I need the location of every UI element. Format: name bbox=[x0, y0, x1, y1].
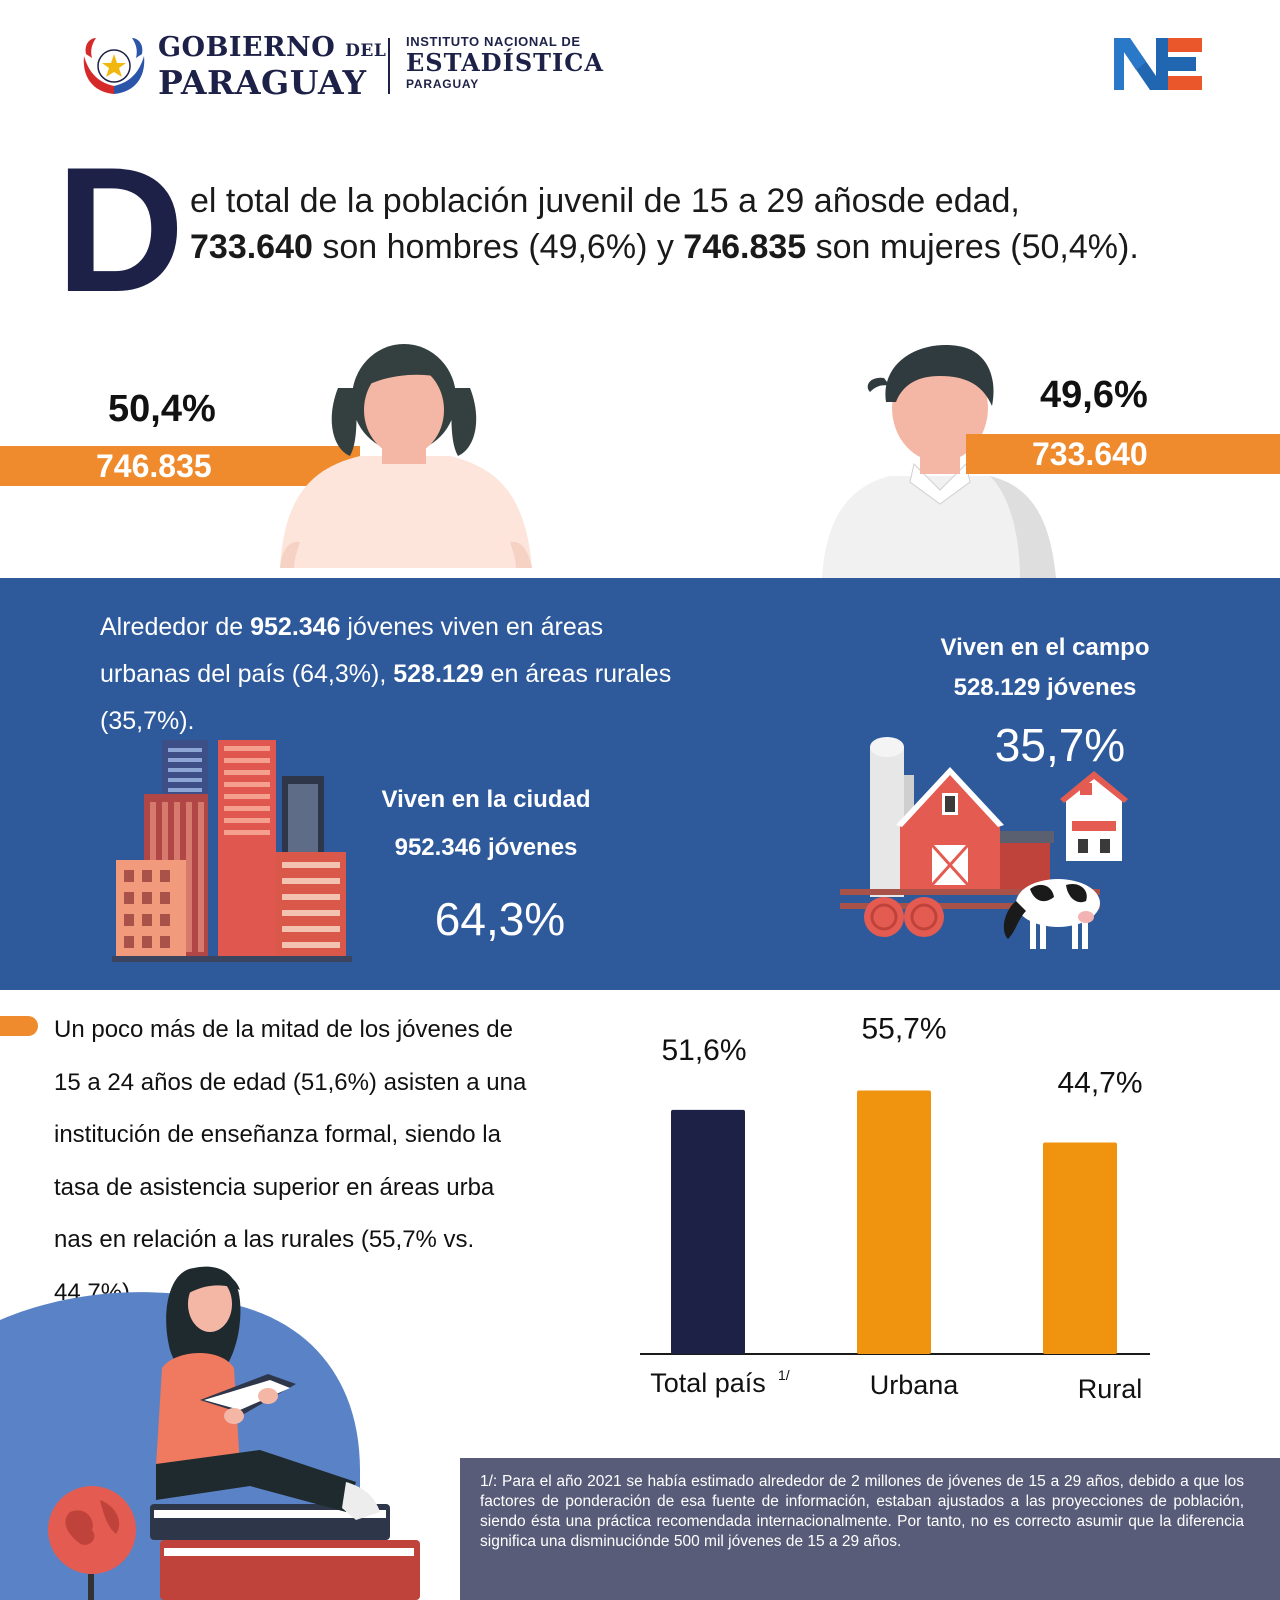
category-superscript: 1/ bbox=[778, 1367, 790, 1383]
residence-pre: Alrededor de bbox=[100, 613, 251, 641]
camp-percentage: 35,7% bbox=[994, 719, 1126, 771]
category-label: Urbana bbox=[870, 1370, 960, 1400]
city-buildings-illustration bbox=[112, 740, 352, 962]
city-title: Viven en la ciudad bbox=[381, 786, 591, 813]
residence-urban-count: 952.346 bbox=[250, 613, 341, 641]
education-line: Un poco más de la mitad de los jóvenes d… bbox=[54, 1016, 513, 1043]
men-bar bbox=[966, 434, 1280, 474]
intro-dropcap: D bbox=[56, 130, 185, 329]
men-percentage: 49,6% bbox=[1040, 374, 1148, 416]
women-count: 746.835 bbox=[96, 448, 212, 484]
ine-line2: ESTADÍSTICA bbox=[406, 48, 604, 77]
bar-total-pa-s bbox=[671, 1109, 745, 1354]
bullet-marker bbox=[0, 1016, 38, 1036]
intro-men-count: 733.640 bbox=[190, 228, 313, 266]
ine-line1: INSTITUTO NACIONAL DE bbox=[406, 34, 581, 49]
ine-logo-icon bbox=[1114, 38, 1202, 90]
category-label: Rural bbox=[1078, 1374, 1143, 1404]
camp-count: 528.129 jóvenes bbox=[953, 674, 1137, 701]
ine-line3: PARAGUAY bbox=[406, 77, 480, 91]
gob-del: DEL bbox=[345, 41, 387, 61]
student-reading-illustration bbox=[0, 1266, 420, 1600]
camp-title: Viven en el campo bbox=[940, 634, 1150, 661]
farm-illustration bbox=[840, 737, 1128, 949]
category-label: Total país bbox=[650, 1368, 766, 1398]
attendance-bar-chart: 51,6% Total país 1/55,7% Urbana 44,7% Rural bbox=[640, 1012, 1150, 1404]
city-percentage: 64,3% bbox=[434, 893, 566, 945]
ine-title: INSTITUTO NACIONAL DE ESTADÍSTICA PARAGU… bbox=[406, 34, 604, 91]
footnote-text: 1/: Para el año 2021 se había estimado a… bbox=[480, 1473, 1244, 1550]
bar-rural bbox=[1043, 1142, 1117, 1354]
city-count: 952.346 jóvenes bbox=[394, 834, 578, 861]
value-label: 44,7% bbox=[1057, 1066, 1142, 1099]
header: GOBIERNO DEL PARAGUAY INSTITUTO NACIONAL… bbox=[0, 0, 1280, 130]
education-line: 15 a 24 años de edad (51,6%) asisten a u… bbox=[54, 1068, 527, 1096]
young-man-illustration bbox=[822, 345, 1056, 578]
residence-mid1: jóvenes viven en áreas urbanas del país … bbox=[100, 613, 604, 688]
value-label: 55,7% bbox=[861, 1012, 946, 1045]
women-percentage: 50,4% bbox=[108, 388, 216, 430]
men-count: 733.640 bbox=[1032, 436, 1148, 472]
paraguay-seal-icon bbox=[83, 38, 145, 94]
footnote-box: 1/: Para el año 2021 se había estimado a… bbox=[460, 1458, 1280, 1600]
education-line: nas en relación a las rurales (55,7% vs. bbox=[54, 1226, 475, 1253]
value-label: 51,6% bbox=[661, 1034, 746, 1067]
header-divider bbox=[388, 38, 390, 94]
bar-urbana bbox=[857, 1090, 931, 1354]
residence-rural-count: 528.129 bbox=[393, 660, 484, 688]
young-woman-illustration bbox=[280, 344, 532, 568]
education-paragraph: Un poco más de la mitad de los jóvenes d… bbox=[54, 1004, 614, 1319]
gob-line1: GOBIERNO bbox=[158, 32, 336, 63]
government-title: GOBIERNO DEL PARAGUAY bbox=[158, 32, 387, 102]
residence-paragraph: Alrededor de 952.346 jóvenes viven en ár… bbox=[100, 604, 700, 745]
intro-mid2: son mujeres (50,4%). bbox=[806, 228, 1139, 266]
women-bar bbox=[0, 446, 360, 486]
education-line: tasa de asistencia superior en áreas urb… bbox=[54, 1173, 495, 1201]
residence-mid2: en áreas rurales (35,7%). bbox=[100, 660, 672, 735]
intro-mid1: son hombres (49,6%) y bbox=[312, 228, 684, 266]
education-line: institución de enseñanza formal, siendo … bbox=[54, 1121, 501, 1148]
intro-paragraph: el total de la población juvenil de 15 a… bbox=[190, 178, 1260, 270]
intro-women-count: 746.835 bbox=[683, 228, 807, 266]
gob-line2: PARAGUAY bbox=[158, 63, 367, 102]
intro-line1: el total de la población juvenil de 15 a… bbox=[190, 182, 1020, 220]
